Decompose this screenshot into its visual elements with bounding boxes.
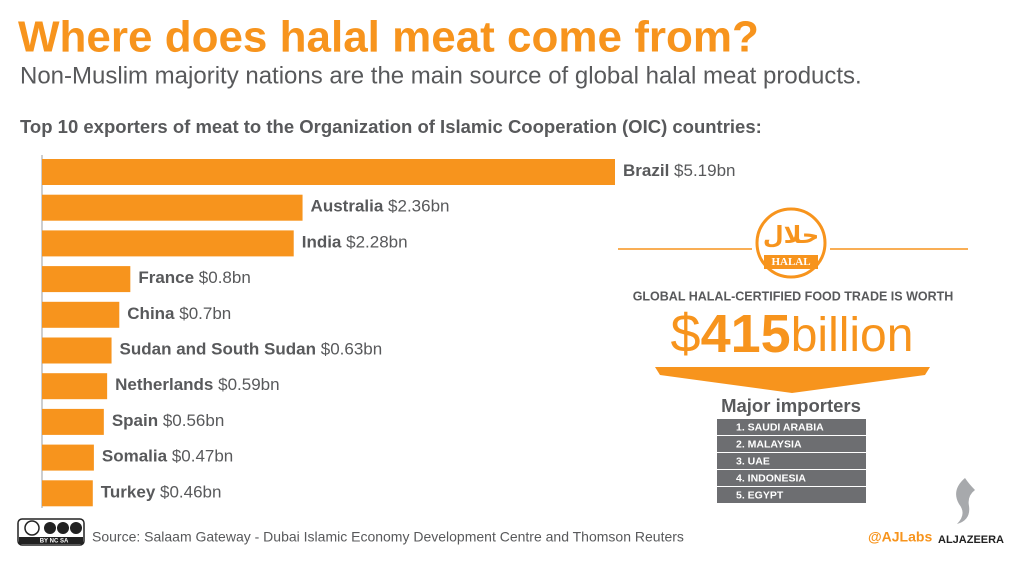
importer-item: 4. INDONESIA — [736, 472, 806, 484]
value-label: $2.36bn — [388, 197, 449, 216]
source: Source: Salaam Gateway - Dubai Islamic E… — [92, 529, 684, 545]
value-label: $0.46bn — [160, 483, 221, 502]
license-icon — [24, 520, 40, 536]
license-text: BY NC SA — [40, 539, 69, 545]
bar-label: Australia $2.36bn — [311, 197, 450, 216]
value-label: $0.63bn — [321, 340, 382, 359]
bar-label: France $0.8bn — [138, 269, 250, 288]
importer-item: 5. EGYPT — [736, 489, 784, 501]
license-icon — [57, 522, 69, 534]
arrow — [655, 367, 930, 393]
bar-label: Netherlands $0.59bn — [115, 376, 279, 395]
importers-title: Major importers — [721, 395, 861, 416]
bar — [42, 266, 131, 293]
importer-row — [717, 419, 866, 435]
title: Where does halal meat come from? — [18, 13, 759, 62]
category-label: China — [127, 304, 175, 323]
trade-amount: $415billion — [671, 304, 914, 364]
importers-list: 1. SAUDI ARABIA 2. MALAYSIA 3. UAE 4. INDON… — [717, 419, 866, 503]
importer-row — [717, 487, 866, 503]
bar-label: China $0.7bn — [127, 304, 231, 323]
value-label: $2.28bn — [346, 233, 407, 252]
importer-item: 1. SAUDI ARABIA — [736, 421, 824, 433]
trade-heading: GLOBAL HALAL-CERTIFIED FOOD TRADE IS WOR… — [633, 289, 954, 303]
bar-label: Spain $0.56bn — [112, 411, 224, 430]
category-label: Turkey — [101, 483, 156, 502]
logo-band — [764, 255, 818, 269]
importer-row — [717, 453, 866, 469]
category-label: Brazil — [623, 161, 669, 180]
category-label: Sudan and South Sudan — [120, 340, 316, 359]
category-label: Spain — [112, 411, 158, 430]
bar — [42, 230, 294, 257]
brand: ALJAZEERA — [938, 534, 1004, 546]
value-label: $5.19bn — [674, 161, 735, 180]
chart-heading: Top 10 exporters of meat to the Organiza… — [20, 116, 762, 137]
category-label: France — [138, 269, 194, 288]
category-label: Somalia — [102, 447, 168, 466]
bar-label: Sudan and South Sudan $0.63bn — [120, 340, 383, 359]
bar-label: India $2.28bn — [302, 233, 408, 252]
handle: @AJLabs — [868, 529, 932, 545]
value-label: $0.47bn — [172, 447, 233, 466]
subtitle: Non-Muslim majority nations are the main… — [20, 62, 862, 89]
importer-item: 3. UAE — [736, 455, 770, 467]
value-label: $0.8bn — [199, 269, 251, 288]
category-label: Netherlands — [115, 376, 213, 395]
importer-row — [717, 470, 866, 486]
logo-label: HALAL — [771, 256, 810, 268]
bar — [42, 159, 615, 185]
logo-arabic: حلال — [763, 221, 819, 249]
bar — [42, 444, 94, 471]
category-label: Australia — [311, 197, 384, 216]
importer-item: 2. MALAYSIA — [736, 438, 802, 450]
license-band — [19, 537, 83, 544]
bar-label: Turkey $0.46bn — [101, 483, 222, 502]
value-label: $0.59bn — [218, 376, 279, 395]
category-label: India — [302, 233, 342, 252]
trade-unit: billion — [791, 309, 914, 362]
value-label: $0.7bn — [179, 304, 231, 323]
trade-number: 415 — [701, 304, 791, 364]
value-label: $0.56bn — [163, 411, 224, 430]
bar — [42, 408, 104, 435]
bar — [42, 337, 112, 364]
bar — [42, 480, 93, 507]
trade-currency: $ — [671, 304, 701, 364]
bar-label: Brazil $5.19bn — [623, 161, 735, 180]
bar — [42, 373, 108, 400]
bar — [42, 194, 303, 221]
importer-row — [717, 436, 866, 452]
bar — [42, 301, 120, 328]
brand-logo — [956, 478, 975, 524]
license-icon — [70, 522, 82, 534]
license-icon — [44, 522, 56, 534]
bar-label: Somalia $0.47bn — [102, 447, 233, 466]
